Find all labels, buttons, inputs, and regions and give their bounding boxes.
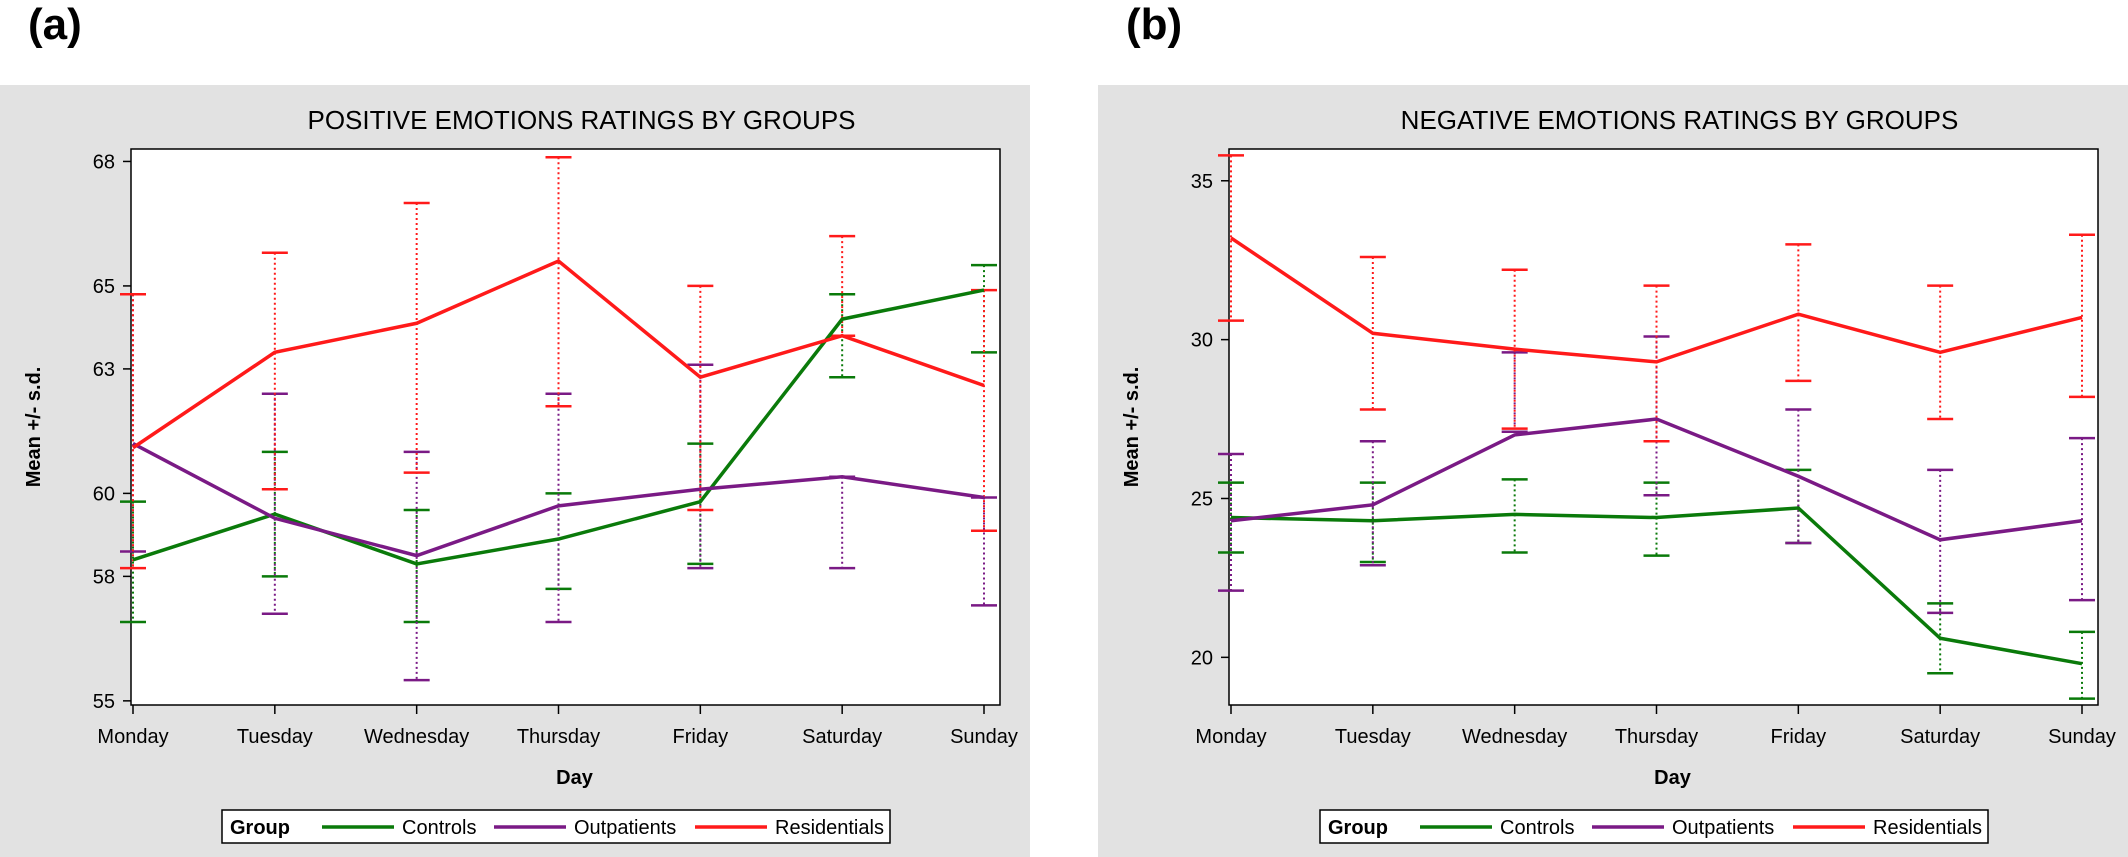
chart-panel-positive: POSITIVE EMOTIONS RATINGS BY GROUPS 55 58 6… [0, 85, 1030, 857]
negative-emotions-chart: NEGATIVE EMOTIONS RATINGS BY GROUPS 20 25 3… [1121, 105, 2116, 844]
legend-label-controls: Controls [402, 817, 476, 839]
x-tick-label: Thursday [517, 726, 600, 748]
y-tick-label: 30 [1191, 330, 1213, 352]
panel-label-a: (a) [28, 0, 82, 49]
x-tick-label: Monday [97, 726, 168, 748]
y-tick-label: 68 [93, 151, 115, 173]
y-tick-label: 25 [1191, 488, 1213, 510]
chart-title: NEGATIVE EMOTIONS RATINGS BY GROUPS [1401, 105, 1959, 135]
x-tick-label: Saturday [1900, 726, 1980, 748]
y-tick-label: 35 [1191, 171, 1213, 193]
x-axis-label: Day [556, 767, 594, 789]
x-tick-label: Wednesday [1462, 726, 1567, 748]
plot-area [130, 148, 1001, 706]
y-tick-label: 20 [1191, 647, 1213, 669]
y-axis-label: Mean +/- s.d. [1121, 367, 1143, 488]
x-tick-label: Tuesday [237, 726, 313, 748]
chart-title: POSITIVE EMOTIONS RATINGS BY GROUPS [307, 105, 855, 135]
x-tick-label: Friday [1771, 726, 1827, 748]
x-tick-label: Saturday [802, 726, 882, 748]
legend-label-outpatients: Outpatients [574, 817, 676, 839]
x-tick-label: Monday [1195, 726, 1266, 748]
plot-area [1228, 148, 2099, 706]
y-tick-label: 55 [93, 691, 115, 713]
legend-title: Group [1328, 817, 1388, 839]
legend-label-residentials: Residentials [1873, 817, 1982, 839]
series-residentials [1218, 154, 2095, 443]
x-axis-label: Day [1654, 767, 1692, 789]
panel-label-b: (b) [1126, 0, 1183, 49]
legend-label-outpatients: Outpatients [1672, 817, 1774, 839]
chart-panel-negative: NEGATIVE EMOTIONS RATINGS BY GROUPS 20 25 3… [1098, 85, 2128, 857]
y-axis-label: Mean +/- s.d. [23, 367, 45, 488]
y-tick-label: 63 [93, 359, 115, 381]
y-tick-label: 60 [93, 483, 115, 505]
y-tick-label: 58 [93, 566, 115, 588]
legend-label-controls: Controls [1500, 817, 1574, 839]
x-tick-label: Tuesday [1335, 726, 1411, 748]
x-tick-label: Thursday [1615, 726, 1698, 748]
legend-label-residentials: Residentials [775, 817, 884, 839]
x-tick-label: Sunday [950, 726, 1018, 748]
positive-emotions-chart: POSITIVE EMOTIONS RATINGS BY GROUPS 55 58 6… [23, 105, 1018, 844]
x-tick-label: Wednesday [364, 726, 469, 748]
x-tick-label: Sunday [2048, 726, 2116, 748]
legend-title: Group [230, 817, 290, 839]
x-tick-label: Friday [673, 726, 729, 748]
y-tick-label: 65 [93, 276, 115, 298]
series-residentials [120, 156, 997, 570]
